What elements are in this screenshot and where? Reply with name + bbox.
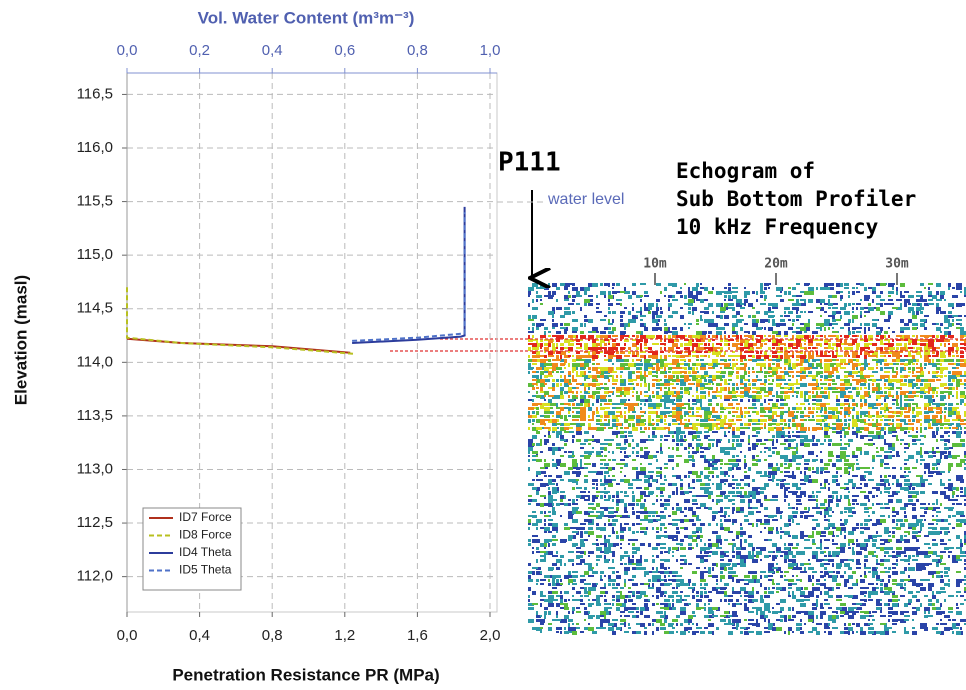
y-tick-label: 116,0 (77, 139, 113, 156)
series-line (126, 287, 354, 355)
y-tick-label: 113,0 (77, 460, 113, 477)
y-tick-label: 112,5 (77, 514, 113, 531)
echo-speckle (528, 335, 966, 431)
echogram-scale-label: 20m (764, 257, 788, 272)
echogram-title-line: Echogram of (676, 159, 815, 183)
x-tick-label: 1,2 (334, 627, 355, 644)
x2-tick-label: 0,4 (262, 42, 283, 59)
y-tick-label: 115,5 (77, 193, 113, 210)
echo-speckle (528, 335, 966, 431)
legend-label: ID8 Force (179, 528, 232, 542)
y-tick-label: 115,0 (77, 246, 113, 263)
x-tick-label: 0,8 (262, 627, 283, 644)
echogram (528, 283, 966, 635)
water-level-label: water level (547, 191, 624, 208)
y-tick-label: 112,0 (77, 568, 113, 585)
plot-area: 112,0 112,5 113,0 113,5 114,0 114,5 115,0 115,5… (77, 42, 501, 644)
echogram-scale-label: 10m (643, 257, 667, 272)
legend-label: ID5 Theta (179, 563, 232, 577)
x-tick-label: 0,4 (189, 627, 210, 644)
x2-tick-label: 0,2 (189, 42, 210, 59)
echogram-scale: 10m 20m 30m (643, 257, 909, 285)
x2-tick-label: 1,0 (480, 42, 501, 59)
x2-tick-label: 0,8 (407, 42, 428, 59)
legend-label: ID4 Theta (179, 545, 232, 559)
x2-axis-title: Vol. Water Content (m³m⁻³) (198, 8, 415, 27)
legend: ID7 Force ID8 Force ID4 Theta ID5 Theta (142, 507, 242, 591)
x-tick-label: 0,0 (117, 627, 138, 644)
y-tick-label: 113,5 (77, 407, 113, 424)
x2-tick-label: 0,6 (334, 42, 355, 59)
echo-speckle (528, 283, 966, 635)
series-line (352, 206, 466, 344)
y-tick-label: 114,5 (77, 300, 113, 317)
y-tick-label: 114,0 (77, 353, 113, 370)
echogram-title-line: Sub Bottom Profiler (676, 187, 916, 211)
x2-tick-label: 0,0 (117, 42, 138, 59)
echogram-title: Echogram of Sub Bottom Profiler 10 kHz Fre… (676, 159, 916, 239)
x-axis-title: Penetration Resistance PR (MPa) (172, 665, 439, 684)
legend-box (142, 507, 242, 591)
legend-label: ID7 Force (179, 510, 232, 524)
y-tick-label: 116,5 (77, 85, 113, 102)
echo-speckle (528, 283, 966, 635)
x-tick-label: 2,0 (480, 627, 501, 644)
y-axis-title: Elevation (masl) (11, 275, 30, 405)
echo-speckle (528, 335, 966, 359)
echogram-title-line: 10 kHz Frequency (676, 215, 879, 239)
series-line (352, 212, 466, 342)
echogram-scale-label: 30m (885, 257, 909, 272)
x-tick-label: 1,6 (407, 627, 428, 644)
site-label: P111 (498, 148, 561, 178)
